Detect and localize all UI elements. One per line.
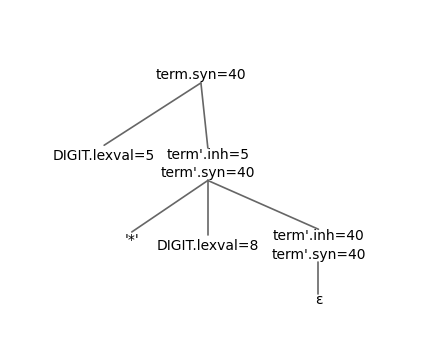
Text: '*': '*' xyxy=(124,233,139,247)
Text: DIGIT.lexval=5: DIGIT.lexval=5 xyxy=(53,149,155,163)
Text: ε: ε xyxy=(315,293,322,307)
Text: term'.inh=40
term'.syn=40: term'.inh=40 term'.syn=40 xyxy=(271,229,366,262)
Text: term.syn=40: term.syn=40 xyxy=(156,68,246,82)
Text: term'.inh=5
term'.syn=40: term'.inh=5 term'.syn=40 xyxy=(161,148,255,181)
Text: DIGIT.lexval=8: DIGIT.lexval=8 xyxy=(157,239,259,252)
